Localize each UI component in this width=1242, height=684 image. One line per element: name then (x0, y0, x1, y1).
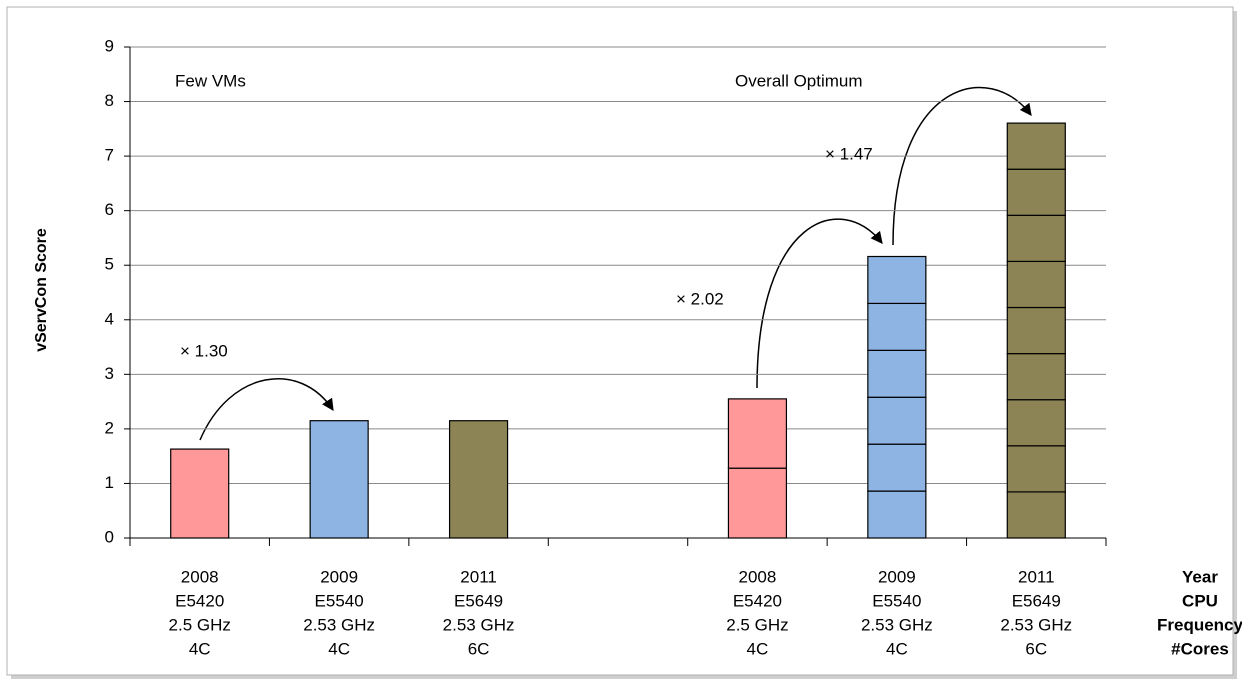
y-axis-label: vServCon Score (33, 228, 50, 352)
y-tick-label: 3 (105, 364, 114, 383)
bar-segment (727, 467, 788, 539)
x-tick-label: 2.5 GHz (726, 615, 788, 634)
annotation: Few VMs (175, 71, 246, 90)
annotation: Overall Optimum (735, 71, 863, 90)
y-tick-label: 2 (105, 418, 114, 437)
x-axis-label: Frequency (1157, 615, 1242, 634)
bar-segment (867, 302, 927, 351)
y-tick-label: 8 (105, 91, 114, 110)
annotation: × 1.30 (180, 341, 228, 360)
bar-segment (727, 398, 788, 469)
x-tick-label: 2.53 GHz (861, 615, 933, 634)
x-tick-label: 2008 (739, 567, 777, 586)
x-tick-label: E5420 (175, 591, 224, 610)
bar-segment (1006, 260, 1066, 309)
x-tick-label: 2009 (320, 567, 358, 586)
arrow (892, 86, 1032, 246)
bar-segment (867, 255, 927, 305)
x-tick-label: 2.53 GHz (443, 615, 515, 634)
annotation: × 2.02 (676, 289, 724, 308)
arrow (199, 378, 334, 441)
x-tick-label: 2.53 GHz (1000, 615, 1072, 634)
bar-segment (867, 490, 927, 539)
x-tick-label: 2009 (878, 567, 916, 586)
x-tick-label: E5540 (872, 591, 921, 610)
bar-segment (1006, 168, 1066, 216)
bar-segment (1006, 306, 1066, 355)
y-tick-label: 9 (105, 36, 114, 55)
bar-segment (170, 448, 230, 539)
arrow (756, 218, 883, 389)
bar-segment (1006, 353, 1066, 401)
bar-segment (867, 443, 927, 492)
x-tick-label: 4C (747, 639, 769, 658)
x-tick-label: 4C (886, 639, 908, 658)
y-tick-label: 1 (105, 473, 114, 492)
x-tick-label: 2011 (460, 567, 497, 586)
bar-segment (1006, 214, 1066, 263)
x-axis-label: Year (1182, 567, 1218, 586)
x-tick-label: 2.53 GHz (303, 615, 375, 634)
bar-segment (1006, 491, 1066, 539)
bar-segment (1006, 445, 1066, 493)
bar-segment (867, 396, 927, 445)
bar-segment (448, 420, 509, 539)
y-tick-label: 4 (105, 309, 114, 328)
x-tick-label: E5420 (733, 591, 782, 610)
x-tick-label: 6C (1025, 639, 1047, 658)
x-tick-label: 4C (189, 639, 211, 658)
x-tick-label: 2011 (1018, 567, 1055, 586)
bar-segment (867, 349, 927, 398)
bar-segment (309, 420, 369, 539)
x-tick-label: E5540 (315, 591, 364, 610)
annotation: × 1.47 (825, 144, 873, 163)
y-tick-label: 0 (105, 527, 114, 546)
x-tick-label: 4C (328, 639, 350, 658)
bar-segment (1006, 399, 1066, 447)
x-axis-label: #Cores (1171, 639, 1229, 658)
x-tick-label: 2008 (181, 567, 219, 586)
y-tick-label: 5 (105, 255, 114, 274)
bar-segment (1006, 122, 1066, 170)
x-tick-label: 6C (468, 639, 490, 658)
y-tick-label: 7 (105, 146, 114, 165)
x-axis-label: CPU (1182, 591, 1218, 610)
x-tick-label: E5649 (454, 591, 503, 610)
x-tick-label: 2.5 GHz (169, 615, 231, 634)
x-tick-label: E5649 (1012, 591, 1061, 610)
y-tick-label: 6 (105, 200, 114, 219)
